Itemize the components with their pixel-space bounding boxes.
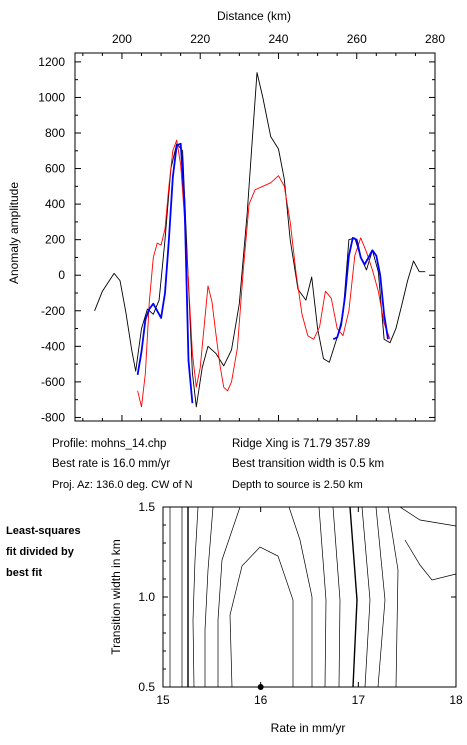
contour-lines	[169, 506, 457, 688]
contour-line	[349, 506, 358, 688]
contour-y-tick-label: 1.5	[138, 500, 155, 514]
best-width-text: Best transition width is 0.5 km	[232, 458, 385, 470]
y-tick-label: -400	[41, 339, 65, 353]
best-rate-text: Best rate is 16.0 mm/yr	[52, 458, 171, 470]
proj-az-text: Proj. Az: 136.0 deg. CW of N	[52, 479, 193, 491]
best-fit-point	[257, 684, 264, 690]
x-top-tick-label: 280	[425, 32, 445, 46]
y-tick-label: -600	[41, 375, 65, 389]
x-top-tick-label: 200	[112, 32, 132, 46]
plot-frame	[74, 52, 436, 422]
contour-x-tick-label: 15	[156, 693, 170, 707]
x-top-axis-label: Distance (km)	[217, 9, 291, 23]
contour-line	[387, 506, 399, 688]
y-tick-label: -800	[41, 410, 65, 424]
contour-line	[404, 539, 457, 581]
contour-line	[217, 506, 241, 687]
contour-line	[318, 506, 327, 688]
contour-y-tick-label: 1.0	[138, 590, 155, 604]
profile-text: Profile: mohns_14.chp	[52, 438, 167, 450]
y-tick-label: 800	[45, 126, 65, 140]
ridge-xing-text: Ridge Xing is 71.79 357.89	[232, 438, 371, 450]
y-tick-label: 600	[45, 162, 65, 176]
y-tick-label: -200	[41, 304, 65, 318]
contour-line	[229, 546, 294, 688]
contour-x-axis-label: Rate in mm/yr	[271, 721, 346, 735]
contour-line	[375, 506, 386, 688]
contour-line	[332, 506, 341, 688]
depth-text: Depth to source is 2.50 km	[232, 479, 363, 491]
contour-x-tick-label: 18	[449, 693, 463, 707]
contour-x-tick-label: 16	[254, 693, 268, 707]
contour-y-tick-label: 0.5	[138, 680, 155, 694]
series-line-3	[332, 236, 389, 341]
y-tick-label: 200	[45, 233, 65, 247]
x-top-tick-label: 220	[190, 32, 210, 46]
contour-line	[399, 506, 457, 527]
y-axis-label: Anomaly amplitude	[7, 182, 21, 284]
contour-note-line3: best fit	[6, 567, 43, 579]
contour-line	[361, 506, 371, 688]
contour-note: Least-squares fit divided by best fit	[6, 521, 81, 584]
contour-line	[192, 506, 199, 688]
contour-x-tick-label: 17	[352, 693, 366, 707]
contour-y-axis-label: Transition width in km	[109, 539, 123, 655]
x-top-tick-label: 260	[347, 32, 367, 46]
contour-line	[204, 506, 214, 687]
y-tick-label: 0	[58, 268, 65, 282]
contour-line	[288, 506, 313, 687]
y-tick-label: 400	[45, 197, 65, 211]
y-tick-label: 1000	[38, 90, 65, 104]
contour-note-line1: Least-squares	[6, 525, 81, 537]
series-line-2	[136, 142, 194, 404]
x-top-tick-label: 240	[268, 32, 288, 46]
anomaly-chart: Distance (km) Anomaly amplitude 200 220 24…	[7, 9, 445, 424]
y-tick-label: 1200	[38, 55, 65, 69]
series-line-1	[137, 139, 391, 408]
contour-note-line2: fit divided by	[6, 546, 74, 558]
